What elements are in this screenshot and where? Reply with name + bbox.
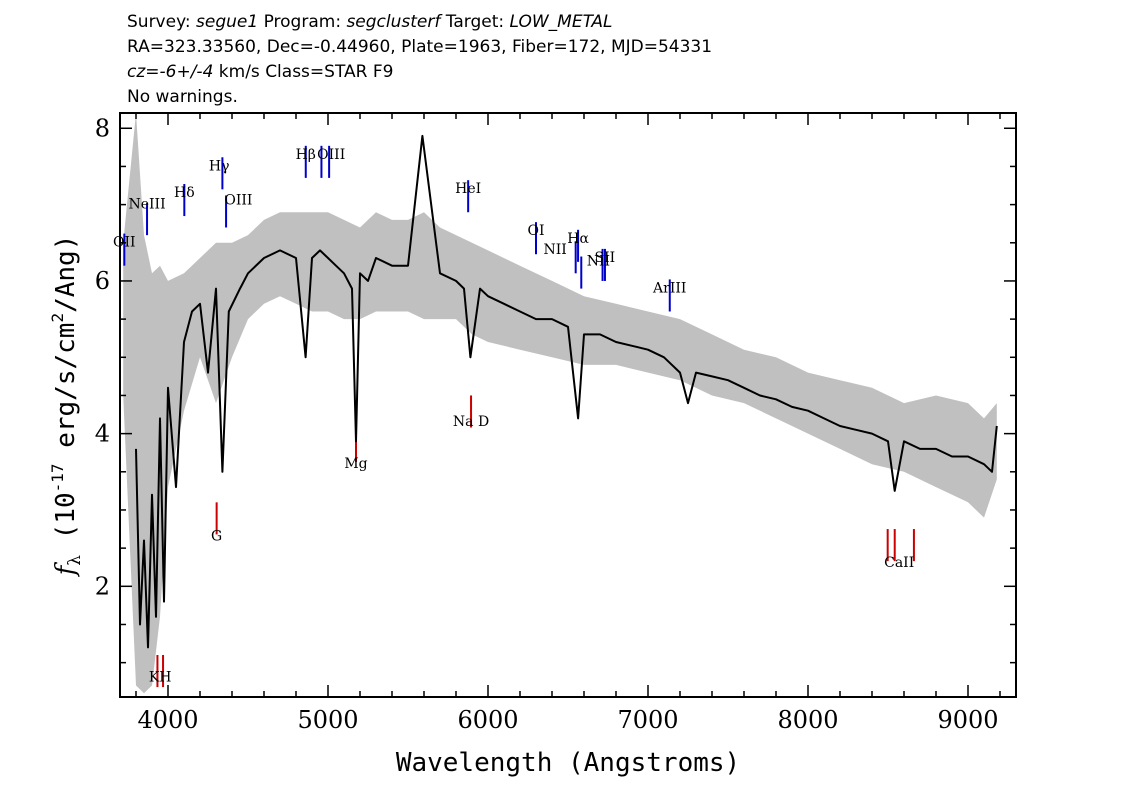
axis-ticks: 4000 5000 6000 7000 8000 9000 2 4 6 8 — [95, 113, 1016, 734]
y-tick-label: 6 — [95, 267, 110, 295]
emission-line-label: NII — [587, 254, 610, 270]
emission-line-label: Hγ — [209, 158, 230, 174]
absorption-line-label: Na D — [453, 414, 489, 430]
error-band — [123, 113, 997, 694]
plot-frame — [119, 112, 1017, 698]
emission-line-label: OIII — [224, 193, 252, 209]
x-tick-label: 6000 — [457, 706, 518, 734]
header-line-4: No warnings. — [127, 87, 238, 107]
emission-line-label: HeI — [455, 181, 481, 197]
y-tick-label: 4 — [95, 420, 110, 448]
cz-value: cz=-6+/-4 — [127, 62, 213, 82]
emission-line-label: OI — [527, 223, 544, 239]
emission-line-label: NII — [544, 242, 567, 258]
x-tick-label: 8000 — [777, 706, 838, 734]
absorption-line-label: CaII — [884, 555, 914, 571]
emission-line-label: NeIII — [128, 196, 165, 212]
y-tick-label: 2 — [95, 572, 110, 600]
target-value: LOW_METAL — [510, 12, 613, 32]
x-axis-title: Wavelength (Angstroms) — [396, 748, 740, 778]
absorption-line-label: Mg — [344, 456, 367, 472]
absorption-line-label: KH — [149, 670, 172, 686]
error-band-area — [123, 113, 997, 694]
emission-line-label: Hα — [567, 231, 589, 247]
emission-line-label: OIII — [317, 147, 345, 163]
x-tick-label: 4000 — [137, 706, 198, 734]
emission-line-label: SII — [594, 250, 615, 266]
absorption-line-label: G — [211, 529, 222, 545]
line-markers — [123, 145, 915, 688]
x-tick-label: 5000 — [297, 706, 358, 734]
x-tick-label: 7000 — [617, 706, 678, 734]
flux-series-line — [135, 134, 998, 649]
header-line-3: cz=-6+/-4 km/s Class=STAR F9 — [127, 62, 393, 82]
y-tick-label: 8 — [95, 114, 110, 142]
survey-value: segue1 — [196, 12, 258, 32]
emission-line-label: Hδ — [174, 185, 195, 201]
x-tick-label: 9000 — [937, 706, 998, 734]
program-value: segclusterf — [346, 12, 443, 32]
header-line-2: RA=323.33560, Dec=-0.44960, Plate=1963, … — [127, 37, 712, 57]
header-line-1: Survey: segue1 Program: segclusterf Targ… — [127, 12, 613, 32]
flux-line — [135, 134, 998, 649]
emission-line-label: Hβ — [296, 147, 316, 163]
y-axis-title: fλ (10-17 erg/s/cm2/Ang) — [48, 235, 85, 578]
emission-line-label: ArIII — [652, 280, 686, 296]
